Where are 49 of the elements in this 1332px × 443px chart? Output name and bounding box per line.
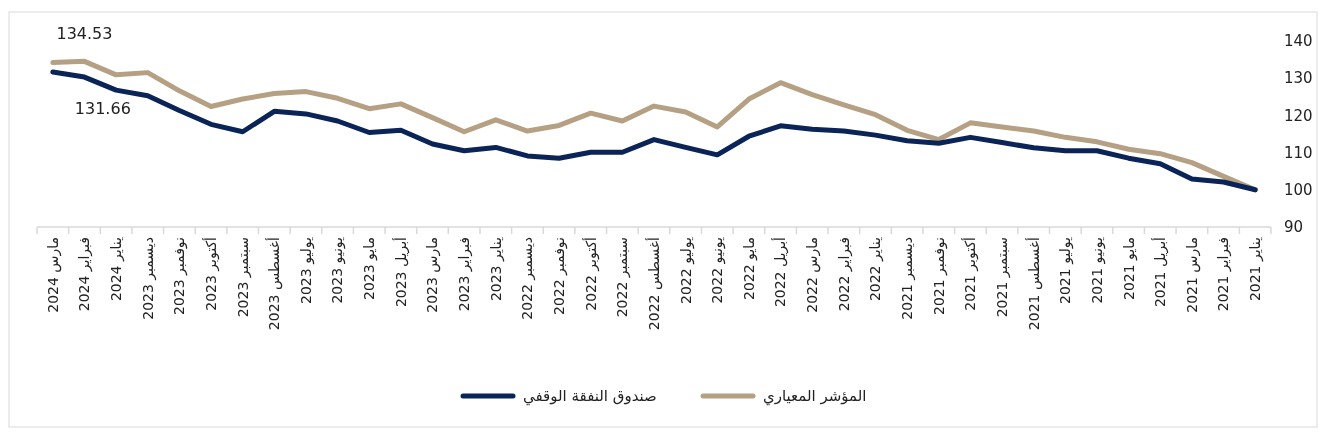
x-tick-label: يوليو 2023 [297,236,315,304]
x-tick-label: أبريل 2021 [1151,236,1170,308]
x-tick-label: سبتمبر 2021 [993,237,1011,318]
x-tick-label: أكتوبر 2023 [201,236,220,311]
x-tick-label: يونيو 2023 [329,236,347,304]
legend-label: المؤشر المعياري [763,387,867,407]
x-tick-label: فبراير 2024 [76,237,94,312]
y-tick-label: 90 [1284,218,1304,237]
x-tick-label: مايو 2023 [361,237,379,300]
x-tick-label: ديسمبر 2021 [899,237,917,320]
x-tick-label: ديسمبر 2022 [519,237,537,320]
annotation: 134.53 [56,24,113,44]
x-tick-label: يوليو 2022 [677,236,695,304]
x-tick-label: أغسطس 2021 [1024,236,1043,331]
x-tick-label: يناير 2021 [1247,236,1265,302]
x-tick-label: مارس 2024 [44,237,62,313]
y-tick-label: 130 [1284,69,1313,88]
x-tick-label: نوفمبر 2023 [171,237,189,315]
x-tick-label: سبتمبر 2023 [234,237,252,318]
x-tick-label: أغسطس 2022 [644,236,663,331]
x-tick-label: يونيو 2021 [1088,236,1106,304]
x-tick-label: نوفمبر 2021 [930,237,948,315]
x-tick-label: فبراير 2023 [456,237,474,312]
y-tick-label: 120 [1284,106,1313,125]
x-tick-label: أكتوبر 2022 [581,236,600,311]
x-tick-label: أكتوبر 2021 [961,236,980,311]
x-tick-label: أغسطس 2023 [265,236,284,331]
x-tick-label: فبراير 2022 [835,237,853,312]
legend-label: صندوق النفقة الوقفي [523,387,657,407]
x-tick-label: ديسمبر 2023 [139,237,157,320]
x-tick-label: أبريل 2023 [391,236,410,308]
y-tick-label: 110 [1284,143,1313,162]
x-tick-label: سبتمبر 2022 [614,237,632,318]
x-tick-label: مارس 2021 [1183,237,1201,313]
x-tick-label: يونيو 2022 [709,236,727,304]
x-tick-label: يناير 2022 [867,236,885,302]
x-tick-label: مارس 2022 [804,237,822,313]
x-tick-label: نوفمبر 2022 [550,237,568,315]
y-tick-label: 100 [1284,181,1313,200]
y-tick-label: 140 [1284,32,1313,51]
annotation: 131.66 [74,99,131,119]
x-tick-label: فبراير 2021 [1215,237,1233,312]
x-tick-label: أبريل 2022 [771,236,790,308]
x-tick-label: مارس 2023 [424,237,442,313]
x-tick-label: مايو 2022 [740,237,758,300]
x-tick-label: يناير 2024 [108,236,125,302]
x-tick-label: يوليو 2021 [1057,236,1075,304]
x-tick-label: مايو 2021 [1120,237,1138,300]
x-tick-label: يناير 2023 [487,236,505,302]
